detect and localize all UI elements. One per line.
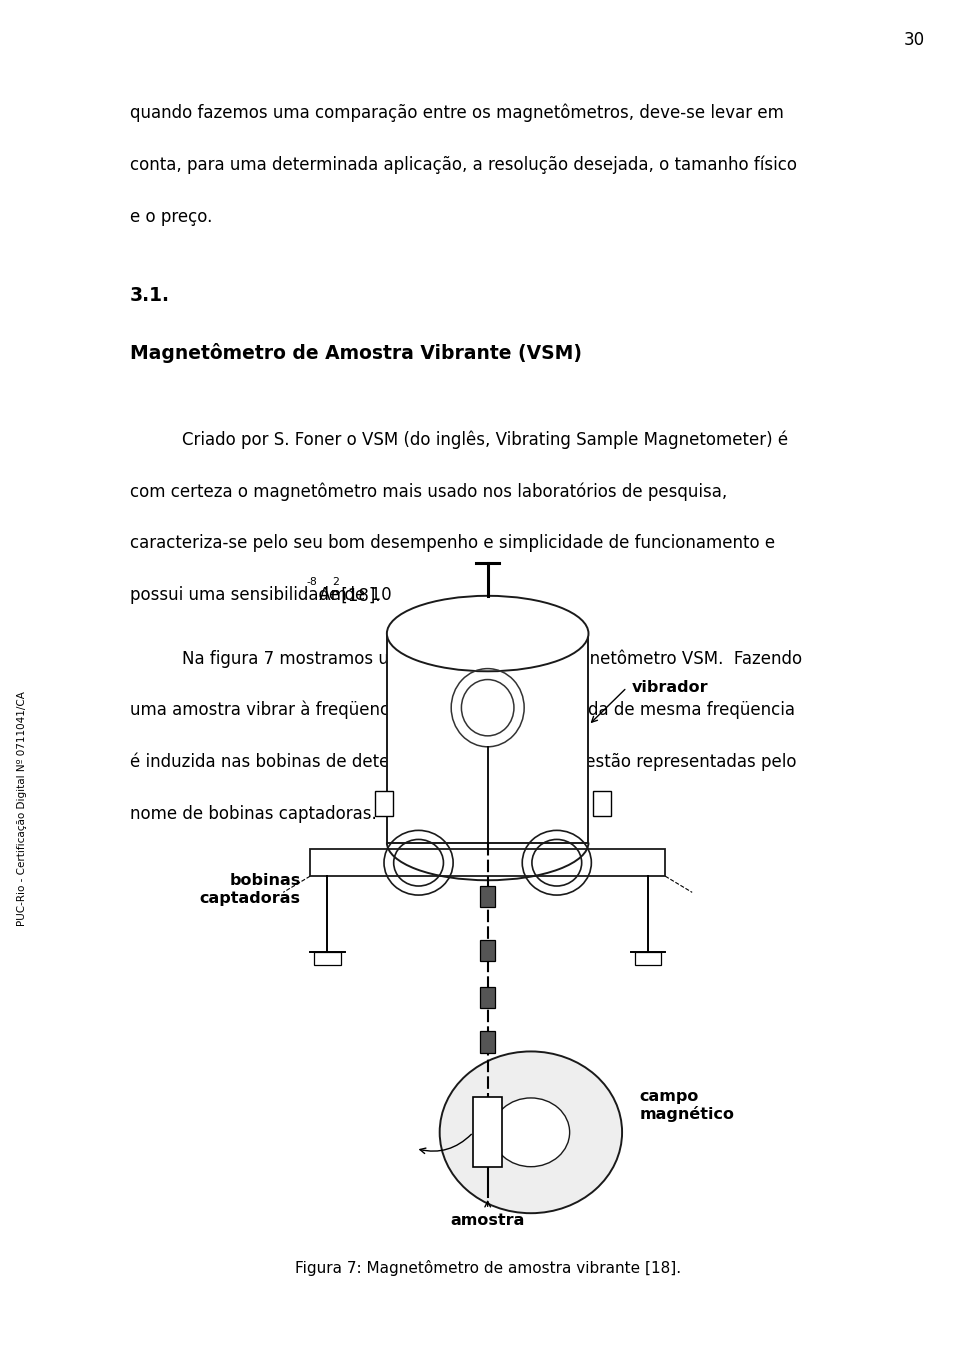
Bar: [480, 886, 495, 907]
Text: [18].: [18].: [336, 586, 380, 604]
Text: conta, para uma determinada aplicação, a resolução desejada, o tamanho físico: conta, para uma determinada aplicação, a…: [130, 155, 797, 174]
Ellipse shape: [387, 596, 588, 671]
Text: Figura 7: Magnetômetro de amostra vibrante [18].: Figura 7: Magnetômetro de amostra vibran…: [295, 1260, 681, 1277]
Text: -8: -8: [307, 577, 318, 586]
Bar: [314, 952, 341, 965]
Bar: [635, 952, 661, 965]
Text: 3.1.: 3.1.: [130, 286, 170, 306]
Bar: [480, 1031, 495, 1053]
Bar: [310, 849, 665, 876]
Bar: [387, 634, 588, 842]
Text: nome de bobinas captadoras.: nome de bobinas captadoras.: [130, 805, 376, 822]
Text: 2: 2: [332, 577, 339, 586]
Text: 30: 30: [903, 31, 924, 49]
Text: uma amostra vibrar à freqüencia f, uma tensão alternada de mesma freqüencia: uma amostra vibrar à freqüencia f, uma t…: [130, 701, 795, 720]
Text: amostra: amostra: [450, 1213, 525, 1228]
Text: é induzida nas bobinas de detecção, que no diagrama estão representadas pelo: é induzida nas bobinas de detecção, que …: [130, 752, 796, 771]
Bar: [375, 791, 393, 816]
Text: campo
magnético: campo magnético: [639, 1089, 734, 1122]
Text: caracteriza-se pelo seu bom desempenho e simplicidade de funcionamento e: caracteriza-se pelo seu bom desempenho e…: [130, 534, 775, 553]
Text: Am: Am: [314, 586, 348, 604]
Text: com certeza o magnetômetro mais usado nos laboratórios de pesquisa,: com certeza o magnetômetro mais usado no…: [130, 483, 727, 501]
Ellipse shape: [440, 1051, 622, 1213]
Text: Criado por S. Foner o VSM (do inglês, Vibrating Sample Magnetometer) é: Criado por S. Foner o VSM (do inglês, Vi…: [182, 430, 788, 449]
Text: vibrador: vibrador: [632, 679, 708, 696]
Text: bobinas
captadoras: bobinas captadoras: [200, 874, 300, 906]
Text: Magnetômetro de Amostra Vibrante (VSM): Magnetômetro de Amostra Vibrante (VSM): [130, 342, 582, 363]
Bar: [480, 987, 495, 1008]
Text: Na figura 7 mostramos um diagrama de um magnetômetro VSM.  Fazendo: Na figura 7 mostramos um diagrama de um …: [182, 648, 803, 667]
Bar: [480, 940, 495, 961]
Text: PUC-Rio - Certificação Digital Nº 0711041/CA: PUC-Rio - Certificação Digital Nº 071104…: [17, 692, 27, 926]
Bar: [473, 1097, 502, 1167]
Ellipse shape: [492, 1097, 569, 1166]
Text: quando fazemos uma comparação entre os magnetômetros, deve-se levar em: quando fazemos uma comparação entre os m…: [130, 104, 783, 123]
Text: e o preço.: e o preço.: [130, 208, 212, 225]
Bar: [593, 791, 611, 816]
Text: possui uma sensibilidade de 10: possui uma sensibilidade de 10: [130, 586, 392, 604]
